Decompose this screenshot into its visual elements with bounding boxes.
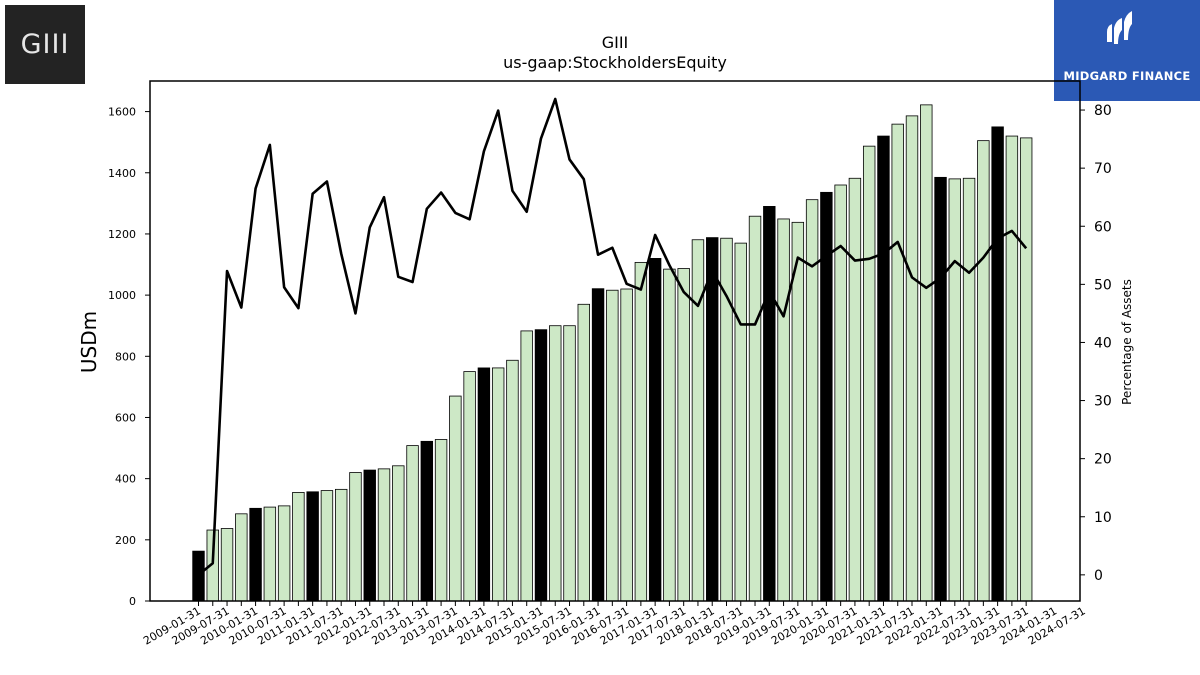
bar	[377, 468, 391, 602]
bar	[506, 359, 519, 602]
bar	[948, 178, 962, 602]
chart-title: GIII	[601, 33, 629, 52]
bar	[520, 330, 533, 602]
bar	[363, 469, 376, 602]
bar	[634, 261, 648, 602]
y2-tick-label: 50	[1094, 277, 1112, 293]
bar	[677, 268, 690, 602]
y2-tick-label: 10	[1094, 510, 1112, 526]
bar	[563, 325, 576, 602]
bar	[920, 104, 933, 602]
y-tick-label: 0	[129, 595, 136, 608]
bar	[991, 126, 1004, 602]
bar	[805, 199, 819, 602]
bar	[620, 288, 633, 602]
bar	[720, 237, 733, 602]
bar	[220, 528, 234, 602]
plot-frame	[149, 80, 1081, 602]
y-tick-label: 600	[115, 411, 136, 424]
bar	[591, 288, 605, 602]
bar	[748, 215, 762, 602]
bar	[277, 505, 291, 602]
bar	[420, 440, 434, 602]
y-tick-label: 400	[115, 473, 136, 486]
bar	[406, 445, 419, 602]
bar	[477, 367, 491, 602]
line-series	[197, 97, 1028, 576]
bar	[877, 135, 890, 602]
bar	[392, 465, 405, 602]
bar	[648, 258, 662, 602]
y2-tick-label: 30	[1094, 394, 1112, 410]
x-axis: 2009-01-312009-07-312010-01-312010-07-31…	[141, 601, 1088, 648]
bar	[862, 145, 876, 602]
bar	[734, 242, 747, 602]
y-axis-right: 0 10 20 30 40 50 60 70 80	[1080, 103, 1112, 584]
y-tick-label: 200	[115, 534, 136, 547]
y2-tick-label: 40	[1094, 335, 1112, 351]
bar	[349, 472, 362, 602]
bar	[549, 325, 562, 602]
company-logo-text: GIII	[20, 29, 70, 60]
bar	[292, 492, 305, 602]
bar	[763, 206, 776, 602]
y-axis-left: 0 200 400 600 800 1000 1200 1400 1600	[108, 106, 150, 608]
y2-tick-label: 70	[1094, 161, 1112, 177]
bar	[306, 491, 319, 602]
bar	[1019, 137, 1033, 602]
bar	[235, 513, 248, 602]
y2-axis-label: Percentage of Assets	[1120, 279, 1134, 405]
y-tick-label: 1200	[108, 228, 136, 241]
percentage-line	[197, 97, 1028, 576]
y-tick-label: 1600	[108, 106, 136, 119]
y-tick-label: 1000	[108, 289, 136, 302]
y-axis-label: USDm	[77, 311, 101, 373]
bar	[463, 371, 476, 602]
bar	[577, 303, 590, 602]
bar	[962, 177, 976, 602]
bar	[249, 507, 262, 602]
bar	[334, 488, 348, 602]
bar	[263, 506, 277, 602]
bar	[434, 439, 448, 602]
bar	[491, 367, 505, 602]
company-logo: GIII	[5, 5, 85, 84]
bar-series	[192, 104, 1033, 602]
bar	[1005, 135, 1019, 602]
y2-tick-label: 20	[1094, 452, 1112, 468]
bar	[534, 329, 548, 602]
bar	[320, 490, 334, 602]
brand-logo: MIDGARD FINANCE	[1054, 0, 1200, 101]
y2-tick-label: 80	[1094, 103, 1112, 119]
bar	[663, 268, 676, 602]
brand-mark-icon	[1107, 11, 1132, 44]
y-tick-label: 1400	[108, 167, 136, 180]
bar	[905, 115, 919, 602]
bar	[977, 140, 990, 602]
bar	[449, 395, 462, 602]
chart-subtitle: us-gaap:StockholdersEquity	[503, 53, 727, 72]
y2-tick-label: 60	[1094, 219, 1112, 235]
bar	[891, 123, 904, 602]
bar	[706, 237, 719, 602]
bar	[606, 289, 619, 602]
bar	[934, 176, 947, 602]
bar	[192, 550, 205, 602]
y2-tick-label: 0	[1094, 568, 1103, 584]
brand-name: MIDGARD FINANCE	[1063, 69, 1191, 83]
bar	[777, 218, 790, 602]
bar	[848, 177, 862, 602]
y-tick-label: 800	[115, 350, 136, 363]
